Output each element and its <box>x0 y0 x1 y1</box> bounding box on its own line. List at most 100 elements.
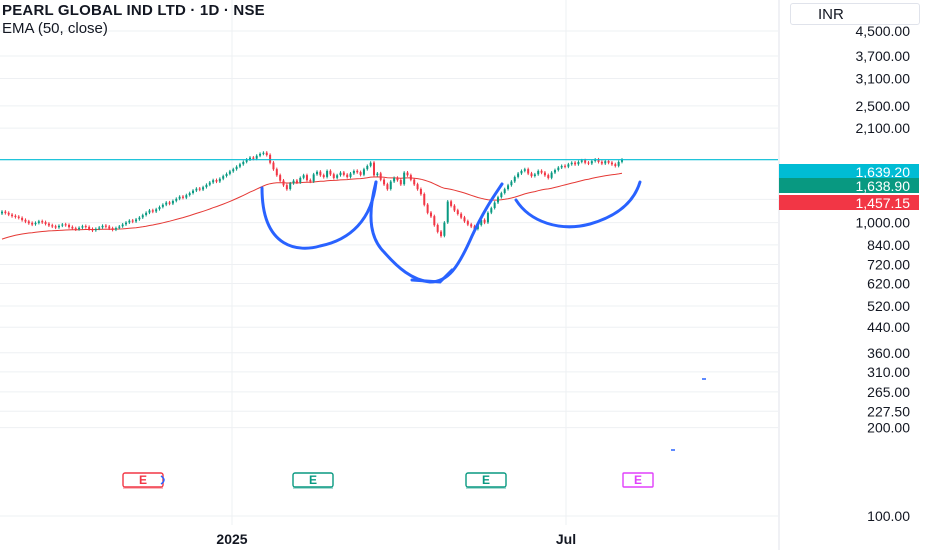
candle-body <box>577 161 580 165</box>
candle-body <box>393 177 396 182</box>
cup-handle-drawing <box>514 180 642 229</box>
candle-body <box>543 172 546 176</box>
candle-body <box>446 201 449 223</box>
candle-body <box>114 228 117 230</box>
price-label: 1,639.20 <box>856 164 911 180</box>
candle-body <box>91 228 94 231</box>
candle-body <box>0 211 4 214</box>
earnings-underline <box>123 487 163 489</box>
candle-body <box>232 169 235 172</box>
candle-body <box>406 172 409 176</box>
candle-body <box>436 224 439 232</box>
price-axis[interactable]: 4,500.00 3,700.00 3,100.00 2,500.00 2,100.00… <box>856 23 911 524</box>
candle-body <box>527 169 530 174</box>
candle-body <box>272 162 275 170</box>
candle-body <box>205 184 208 188</box>
indicator-label[interactable]: EMA (50, close) <box>2 20 108 37</box>
candle-body <box>11 214 14 217</box>
candle-body <box>121 224 124 227</box>
candle-body <box>175 198 178 201</box>
candle-body <box>389 181 392 190</box>
candle-body <box>248 157 252 160</box>
candle-body <box>336 175 339 178</box>
candle-body <box>131 220 134 222</box>
candle-body <box>27 221 30 224</box>
candle-body <box>14 215 17 218</box>
cup-handle-drawing <box>369 180 504 284</box>
candle-body <box>138 217 141 220</box>
candle-body <box>262 152 265 154</box>
candle-body <box>7 212 10 215</box>
candle-body <box>145 212 148 215</box>
candle-body <box>51 225 54 227</box>
earnings-marker[interactable]: E <box>465 472 507 489</box>
candle-body <box>245 159 248 162</box>
candle-body <box>195 188 198 191</box>
candle-body <box>289 183 292 190</box>
candle-body <box>490 208 493 213</box>
candle-body <box>396 177 399 181</box>
candle-body <box>78 227 81 230</box>
earnings-marker[interactable]: E <box>622 472 654 488</box>
y-tick-label: 520.00 <box>867 298 910 314</box>
candle-body <box>560 165 563 168</box>
candle-body <box>523 169 526 171</box>
candle-body <box>192 190 195 193</box>
candle-body <box>496 197 500 203</box>
candle-body <box>470 224 473 227</box>
candle-body <box>520 170 523 174</box>
candle-body <box>252 157 255 159</box>
candle-body <box>574 162 577 165</box>
candle-body <box>34 222 37 225</box>
y-tick-label: 3,700.00 <box>856 48 911 64</box>
candle-body <box>403 172 406 185</box>
candle-body <box>329 170 332 175</box>
currency-button[interactable]: INR <box>790 3 920 25</box>
ema-line <box>1 172 623 240</box>
candle-body <box>118 226 121 228</box>
candle-body <box>453 205 456 211</box>
candle-body <box>37 221 40 223</box>
candle-body <box>379 173 382 180</box>
candle-body <box>242 161 245 165</box>
grid <box>0 0 780 550</box>
candle-body <box>416 184 419 190</box>
candle-body <box>54 226 57 228</box>
candle-body <box>269 154 272 163</box>
candle-body <box>537 170 540 175</box>
candle-body <box>513 177 516 182</box>
earnings-label: E <box>139 473 147 487</box>
earnings-label: E <box>309 473 317 487</box>
candle-body <box>594 159 597 162</box>
candle-body <box>597 159 600 162</box>
candle-body <box>61 224 64 226</box>
earnings-underline <box>466 487 506 489</box>
candle-body <box>161 204 164 207</box>
candle-body <box>510 181 513 186</box>
earnings-marker[interactable]: E <box>292 472 334 489</box>
candle-body <box>372 162 376 176</box>
candle-body <box>604 161 607 164</box>
candle-body <box>225 173 228 176</box>
drawing-annotations[interactable] <box>260 180 706 451</box>
cup-handle-drawing <box>260 180 378 250</box>
candle-body <box>94 228 97 231</box>
earnings-marker[interactable]: E <box>122 472 165 489</box>
y-tick-label: 840.00 <box>867 237 910 253</box>
y-tick-label: 310.00 <box>867 364 910 380</box>
time-axis[interactable]: 2025 Jul <box>216 531 576 547</box>
candle-body <box>319 171 322 176</box>
symbol-title[interactable]: PEARL GLOBAL IND LTD · 1D · NSE <box>2 2 265 19</box>
candle-body <box>620 159 624 162</box>
candle-body <box>57 225 60 228</box>
candle-body <box>550 172 553 178</box>
candle-body <box>617 161 620 166</box>
candle-body <box>540 170 543 173</box>
price-label: 1,638.90 <box>856 178 911 194</box>
candle-body <box>356 170 359 173</box>
price-label-bg <box>779 164 919 179</box>
y-tick-label: 100.00 <box>867 508 910 524</box>
y-tick-label: 620.00 <box>867 276 910 292</box>
